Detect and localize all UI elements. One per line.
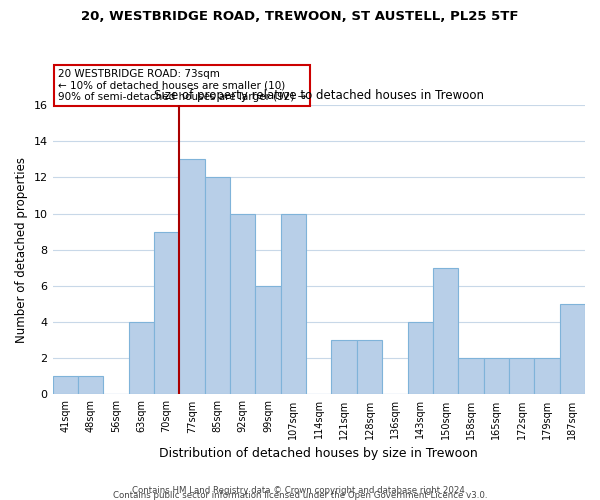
Bar xyxy=(205,178,230,394)
Bar xyxy=(458,358,484,394)
Bar xyxy=(484,358,509,394)
Text: 20, WESTBRIDGE ROAD, TREWOON, ST AUSTELL, PL25 5TF: 20, WESTBRIDGE ROAD, TREWOON, ST AUSTELL… xyxy=(81,10,519,23)
X-axis label: Distribution of detached houses by size in Trewoon: Distribution of detached houses by size … xyxy=(160,447,478,460)
Bar xyxy=(154,232,179,394)
Bar xyxy=(281,214,306,394)
Bar xyxy=(331,340,357,394)
Bar xyxy=(128,322,154,394)
Y-axis label: Number of detached properties: Number of detached properties xyxy=(15,156,28,342)
Bar xyxy=(534,358,560,394)
Text: Contains HM Land Registry data © Crown copyright and database right 2024.: Contains HM Land Registry data © Crown c… xyxy=(132,486,468,495)
Bar xyxy=(407,322,433,394)
Bar xyxy=(256,286,281,395)
Bar xyxy=(53,376,78,394)
Bar xyxy=(230,214,256,394)
Text: Contains public sector information licensed under the Open Government Licence v3: Contains public sector information licen… xyxy=(113,491,487,500)
Title: Size of property relative to detached houses in Trewoon: Size of property relative to detached ho… xyxy=(154,90,484,102)
Bar xyxy=(509,358,534,394)
Text: 20 WESTBRIDGE ROAD: 73sqm
← 10% of detached houses are smaller (10)
90% of semi-: 20 WESTBRIDGE ROAD: 73sqm ← 10% of detac… xyxy=(58,69,306,102)
Bar xyxy=(560,304,585,394)
Bar xyxy=(78,376,103,394)
Bar xyxy=(357,340,382,394)
Bar xyxy=(433,268,458,394)
Bar xyxy=(179,160,205,394)
